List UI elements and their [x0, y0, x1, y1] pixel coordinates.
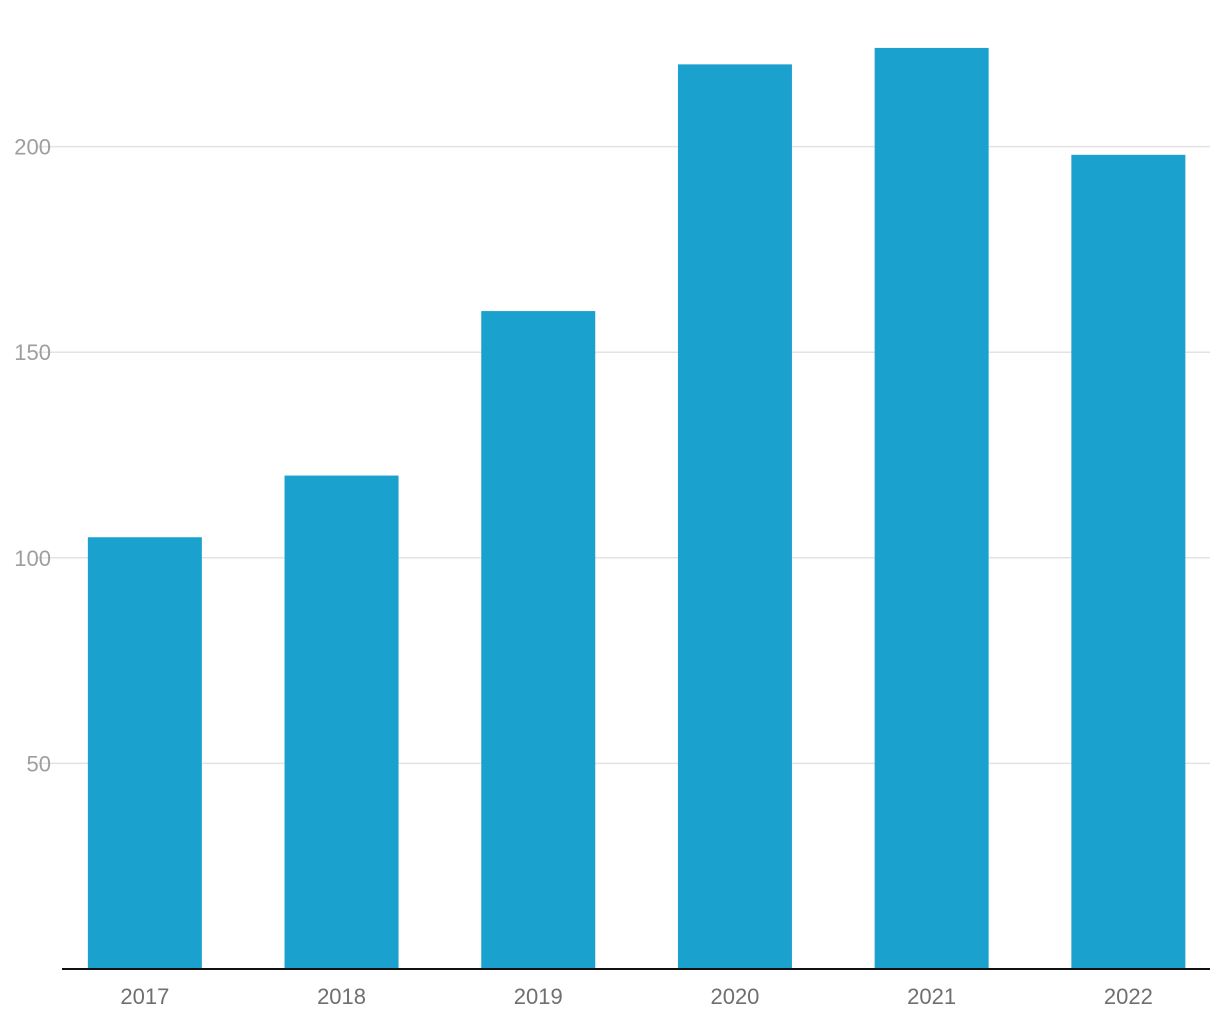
x-tick-label: 2018 [317, 984, 366, 1009]
bar-2020 [677, 64, 792, 970]
bars [87, 47, 1186, 970]
bar-2021 [874, 47, 989, 970]
x-tick-label: 2021 [907, 984, 956, 1009]
x-tick-label: 2019 [514, 984, 563, 1009]
y-tick-label: 150 [14, 340, 51, 365]
bar-2019 [481, 311, 596, 970]
x-tick-label: 2017 [120, 984, 169, 1009]
x-tick-label: 2020 [710, 984, 759, 1009]
bar-2017 [87, 537, 202, 969]
x-axis-ticks: 2017 2018 2019 2020 2021 2022 [120, 984, 1152, 1009]
bar-2018 [284, 475, 399, 969]
gridlines [38, 145, 1210, 765]
bar-2022 [1071, 154, 1186, 970]
y-tick-label: 200 [14, 135, 51, 160]
y-tick-label: 100 [14, 546, 51, 571]
x-tick-label: 2022 [1104, 984, 1153, 1009]
y-axis-ticks: 50 100 150 200 [14, 135, 51, 777]
y-tick-label: 50 [27, 751, 51, 776]
